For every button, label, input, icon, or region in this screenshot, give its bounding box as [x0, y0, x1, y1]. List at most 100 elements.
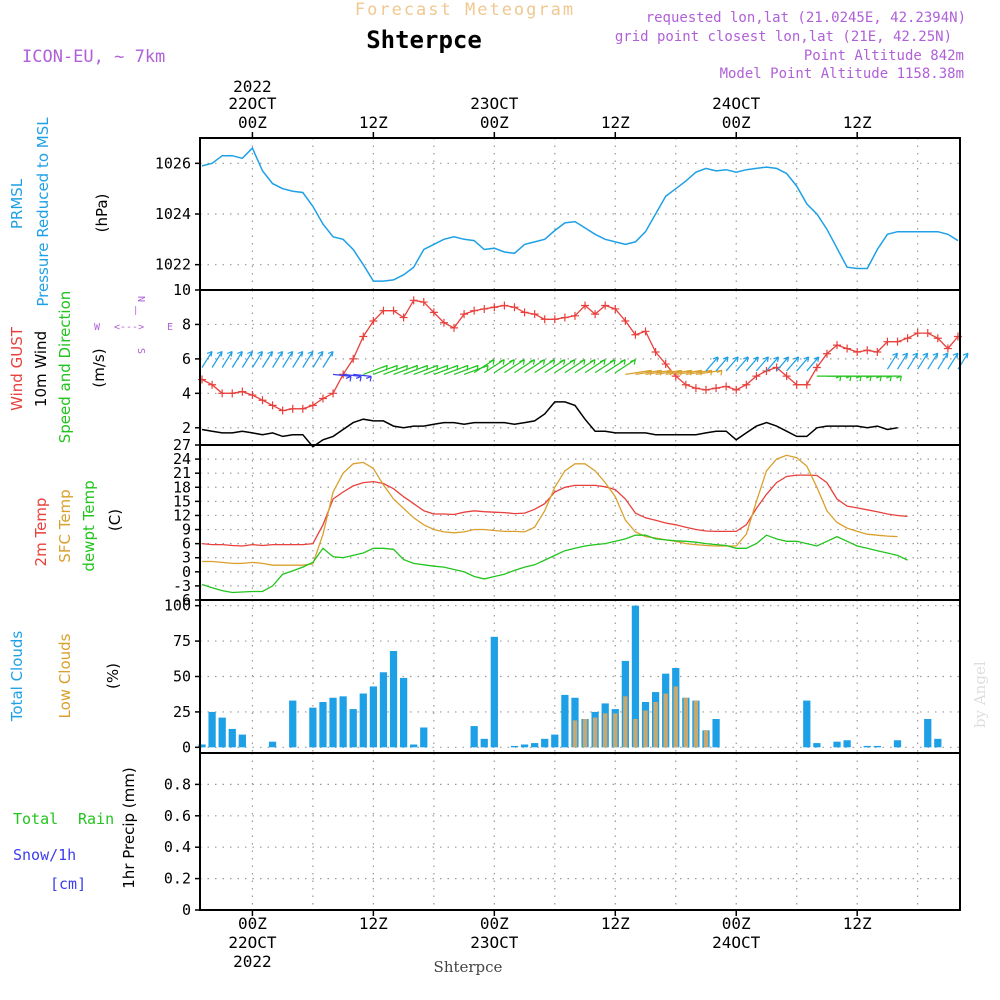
wind-direction-arrowhead [753, 356, 759, 363]
wind-gust-marker [218, 389, 227, 398]
wind-direction-arrowhead [345, 375, 352, 382]
point-altitude: Point Altitude 842m [804, 48, 964, 64]
total-cloud-bar [531, 743, 539, 748]
wind-direction-arrow [786, 356, 800, 372]
y-tick-label: 100 [164, 597, 191, 615]
precip-axis-label: 1hr Precip (mm) [120, 767, 138, 888]
wind-gust-marker [651, 348, 660, 356]
wind-direction-arrowhead [509, 359, 515, 365]
wind-direction-arrow [302, 351, 314, 368]
wind-direction-arrow [574, 359, 596, 374]
wind-direction-arrowhead [875, 375, 882, 382]
wind-gust-marker [359, 332, 368, 341]
total-cloud-bar [510, 745, 519, 748]
wind-gust-marker [450, 323, 459, 332]
top-time-label: 12Z [601, 113, 630, 132]
wind-direction-arrow [534, 359, 555, 374]
total-cloud-bar [289, 700, 297, 748]
wind-direction-arrowhead [539, 359, 546, 365]
low-cloud-bar [643, 710, 648, 748]
wind-direction-arrow [625, 369, 652, 375]
wind-direction-arrowhead [619, 359, 626, 365]
total-cloud-bar [520, 744, 529, 748]
wind-gust-marker [470, 306, 479, 315]
wind-gust-marker [903, 334, 912, 343]
wind-gust-marker [681, 380, 690, 389]
wind-direction-arrowhead [845, 375, 852, 382]
y-tick-label: 0.2 [164, 870, 191, 888]
wind-gust-marker [379, 306, 388, 315]
total-cloud-bar [420, 727, 428, 748]
wind-gust-marker [873, 348, 882, 356]
compass-south-label: S [135, 348, 146, 354]
wind10-line [201, 401, 898, 448]
low-cloud-bar [603, 713, 608, 748]
y-tick-label: 50 [173, 668, 191, 686]
wind-gust-marker [480, 304, 489, 313]
wind-gust-marker [349, 354, 358, 363]
wind-direction-arrow [937, 352, 949, 370]
y-tick-label: 0.8 [164, 775, 191, 793]
compass-north-label: N [135, 296, 146, 302]
wind-gust-marker [560, 313, 569, 322]
wind-gust-marker [399, 313, 408, 322]
wind-direction-arrowhead [763, 356, 769, 363]
wind-gust-marker [802, 380, 811, 389]
wind-direction-arrow [343, 373, 362, 377]
total-cloud-bar [843, 740, 851, 748]
wind-gust-marker [238, 387, 247, 396]
wind-gust-marker [611, 304, 620, 313]
total-cloud-bar [541, 738, 549, 748]
y-tick-label: 15 [173, 492, 191, 510]
wind-direction-arrowhead [589, 359, 596, 365]
total-cloud-bar [893, 740, 902, 748]
total-cloud-bar [712, 719, 720, 748]
wind-direction-arrowhead [813, 356, 820, 363]
top-time-label: 12Z [843, 113, 872, 132]
y-tick-label: 18 [173, 478, 191, 496]
low-cloud-bar [693, 700, 699, 748]
total-cloud-bar [480, 738, 488, 748]
total-cloud-bar [873, 745, 881, 748]
wind-gust-marker [943, 344, 952, 353]
wind-gust-marker [792, 380, 801, 389]
low-cloud-bar [623, 696, 628, 748]
wind-gust-marker [318, 394, 327, 403]
total-cloud-bar [813, 743, 821, 748]
total-cloud-bar [369, 686, 377, 748]
wind-direction-arrowhead [365, 375, 372, 382]
y-tick-label: 27 [173, 436, 191, 454]
wind-direction-arrow [282, 351, 294, 368]
wind-gust-marker [913, 329, 922, 338]
low-cloud-bar [572, 720, 578, 748]
y-tick-label: -3 [173, 577, 191, 595]
wind-direction-arrow [715, 356, 729, 372]
wind-gust-marker [722, 382, 731, 391]
wind-direction-arrowhead [835, 375, 842, 382]
bottom-time-label: 22OCT [228, 933, 277, 952]
wind-direction-arrowhead [886, 375, 892, 382]
snow-label: Snow/1h [13, 846, 76, 864]
compass-ns-bar: | [133, 306, 138, 316]
wind-direction-arrowhead [216, 350, 223, 357]
wind-direction-arrow [272, 351, 284, 368]
bottom-time-label: 00Z [480, 914, 509, 933]
temp-unit-label: (C) [106, 509, 124, 531]
low-cloud-bar [663, 693, 668, 748]
wind-gust-marker [500, 301, 509, 310]
wind-direction-arrow [201, 351, 213, 368]
wind-unit-label: (m/s) [90, 348, 108, 387]
total-cloud-bar [833, 741, 841, 748]
wind-direction-arrow [745, 356, 759, 372]
wind-gust-marker [429, 308, 438, 317]
clouds-unit-label: (%) [104, 663, 122, 689]
prmsl-line [201, 146, 959, 282]
top-time-label: 22OCT [228, 94, 277, 113]
wind-direction-arrow [675, 369, 702, 375]
wind-gust-marker [752, 372, 761, 381]
top-time-label: 23OCT [470, 94, 519, 113]
wind-direction-arrow [493, 359, 515, 374]
wind-direction-arrow [584, 359, 606, 374]
prmsl-label: PRMSL [8, 178, 26, 229]
wind10-label: 10m Wind [32, 331, 50, 407]
